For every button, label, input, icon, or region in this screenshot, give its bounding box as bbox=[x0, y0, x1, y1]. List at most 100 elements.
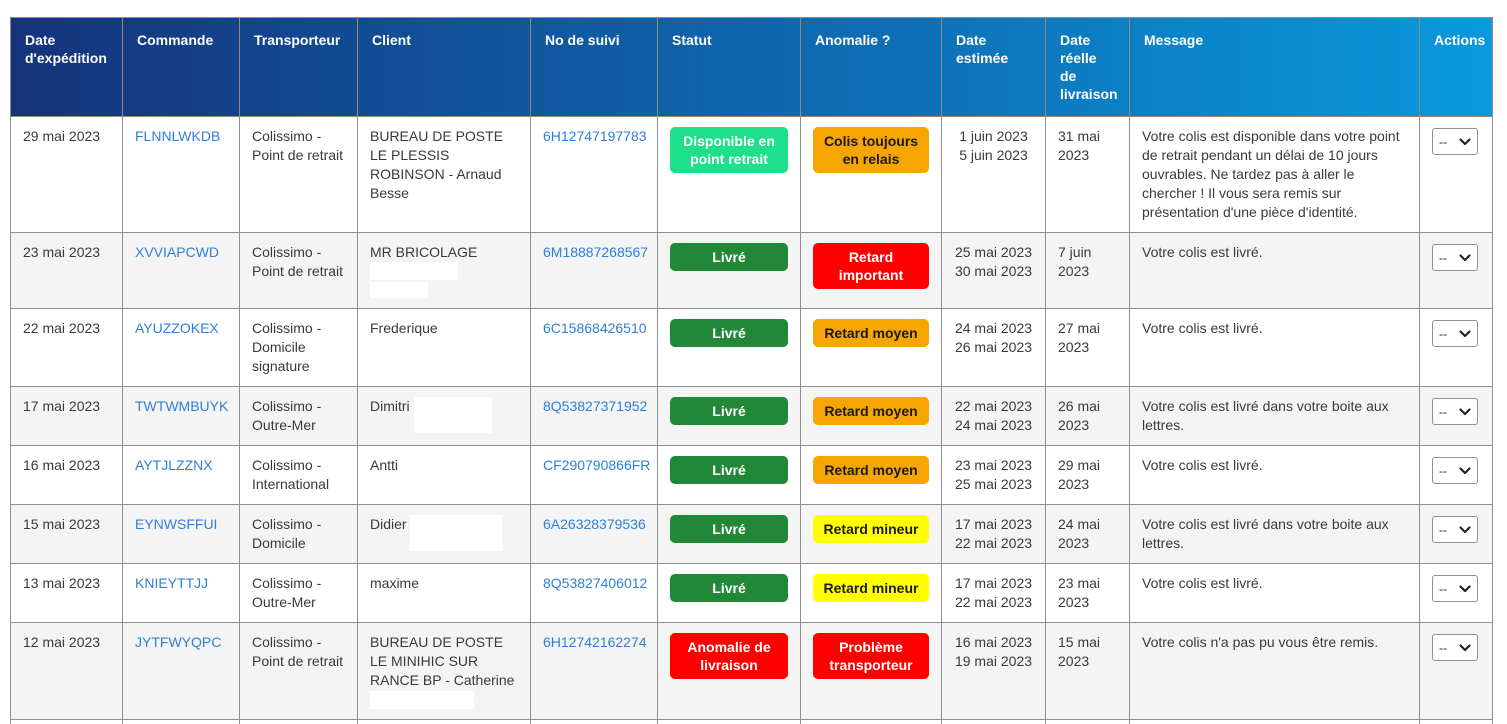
anomaly-badge: Retard important bbox=[813, 243, 929, 289]
redaction-box bbox=[410, 515, 502, 551]
cell-transporteur: Colissimo - Domicile signature bbox=[240, 309, 358, 387]
cell-actions: -- bbox=[1420, 446, 1493, 505]
cell-transporteur: Colissimo - Outre-Mer bbox=[240, 564, 358, 623]
tracking-link[interactable]: 8Q53827406012 bbox=[543, 575, 647, 591]
estimated-date-line: 23 mai 2023 bbox=[954, 456, 1033, 475]
estimated-date-line: 16 mai 2023 bbox=[954, 633, 1033, 652]
cell-transporteur: Colissimo - Point de retrait bbox=[240, 623, 358, 720]
cell-anomalie: Retard moyen bbox=[801, 309, 942, 387]
anomaly-badge: Colis toujours en relais bbox=[813, 127, 929, 173]
cell-commande: AYTJLZZNX bbox=[123, 446, 240, 505]
cell-transporteur: Colissimo - Point de retrait bbox=[240, 233, 358, 309]
col-header-anomalie: Anomalie ? bbox=[801, 18, 942, 117]
actions-select[interactable]: -- bbox=[1432, 457, 1478, 484]
cell-message: Votre colis est disponible dans votre po… bbox=[1130, 117, 1420, 233]
estimated-date-line: 19 mai 2023 bbox=[954, 652, 1033, 671]
cell-transporteur: Colissimo - International bbox=[240, 446, 358, 505]
actions-select[interactable]: -- bbox=[1432, 575, 1478, 602]
cell-anomalie: Retard mineur bbox=[801, 505, 942, 564]
cell-no-suivi: 6C15868426510 bbox=[531, 309, 658, 387]
order-link[interactable]: JYTFWYQPC bbox=[135, 634, 221, 650]
cell-date-expedition: 13 mai 2023 bbox=[11, 564, 123, 623]
cell-actions: -- bbox=[1420, 233, 1493, 309]
actions-select[interactable]: -- bbox=[1432, 244, 1478, 271]
order-link[interactable]: KNIEYTTJJ bbox=[135, 575, 208, 591]
tracking-link[interactable]: 6A26328379536 bbox=[543, 516, 646, 532]
estimated-date-line: 22 mai 2023 bbox=[954, 397, 1033, 416]
estimated-date-line: 30 mai 2023 bbox=[954, 262, 1033, 281]
actions-select[interactable]: -- bbox=[1432, 516, 1478, 543]
col-header-message: Message bbox=[1130, 18, 1420, 117]
chevron-down-icon bbox=[1459, 330, 1471, 338]
actions-select[interactable]: -- bbox=[1432, 128, 1478, 155]
order-link[interactable]: XVVIAPCWD bbox=[135, 244, 219, 260]
tracking-link[interactable]: 6H12742162274 bbox=[543, 634, 647, 650]
cell-statut: Livré bbox=[658, 505, 801, 564]
cell-message: Votre colis est livré. bbox=[1130, 233, 1420, 309]
cell-anomalie: Colis toujours en relais bbox=[801, 117, 942, 233]
cell-actions: -- bbox=[1420, 309, 1493, 387]
cell-message: Votre colis est livré dans votre boite a… bbox=[1130, 387, 1420, 446]
tracking-link[interactable]: 6H12747197783 bbox=[543, 128, 647, 144]
order-link[interactable]: AYTJLZZNX bbox=[135, 457, 213, 473]
cell-no-suivi: CF290790866FR bbox=[531, 446, 658, 505]
cell-statut: Disponible en point retrait bbox=[658, 117, 801, 233]
cell-date-expedition: 22 mai 2023 bbox=[11, 309, 123, 387]
partial-row-cell bbox=[1046, 720, 1130, 724]
cell-statut: Livré bbox=[658, 309, 801, 387]
cell-date-expedition: 23 mai 2023 bbox=[11, 233, 123, 309]
cell-client: Didier bbox=[358, 505, 531, 564]
estimated-date-line: 25 mai 2023 bbox=[954, 475, 1033, 494]
tracking-link[interactable]: 6C15868426510 bbox=[543, 320, 647, 336]
actions-select-value: -- bbox=[1439, 465, 1447, 477]
tracking-link[interactable]: 8Q53827371952 bbox=[543, 398, 647, 414]
actions-select[interactable]: -- bbox=[1432, 398, 1478, 425]
cell-commande: AYUZZOKEX bbox=[123, 309, 240, 387]
actions-select[interactable]: -- bbox=[1432, 320, 1478, 347]
tracking-link[interactable]: 6M18887268567 bbox=[543, 244, 648, 260]
table-row: 23 mai 2023 XVVIAPCWD Colissimo - Point de… bbox=[11, 233, 1493, 309]
cell-statut: Anomalie de livraison bbox=[658, 623, 801, 720]
tracking-link[interactable]: CF290790866FR bbox=[543, 457, 650, 473]
status-badge: Livré bbox=[670, 397, 788, 425]
client-name: Frederique bbox=[370, 320, 438, 336]
status-badge: Livré bbox=[670, 515, 788, 543]
cell-date-reelle: 24 mai 2023 bbox=[1046, 505, 1130, 564]
cell-date-expedition: 29 mai 2023 bbox=[11, 117, 123, 233]
status-badge: Anomalie de livraison bbox=[670, 633, 788, 679]
cell-no-suivi: 6M18887268567 bbox=[531, 233, 658, 309]
actions-select-value: -- bbox=[1439, 406, 1447, 418]
order-link[interactable]: EYNWSFFUI bbox=[135, 516, 217, 532]
cell-client: MR BRICOLAGE bbox=[358, 233, 531, 309]
order-link[interactable]: FLNNLWKDB bbox=[135, 128, 220, 144]
col-header-actions: Actions bbox=[1420, 18, 1493, 117]
partial-row-cell bbox=[358, 720, 531, 724]
actions-select-value: -- bbox=[1439, 583, 1447, 595]
order-link[interactable]: AYUZZOKEX bbox=[135, 320, 219, 336]
client-name: BUREAU DE POSTE LE PLESSIS ROBINSON - Ar… bbox=[370, 128, 503, 201]
actions-select-value: -- bbox=[1439, 252, 1447, 264]
partial-row-cell bbox=[11, 720, 123, 724]
col-header-date_expedition: Date d'expédition bbox=[11, 18, 123, 117]
order-link[interactable]: TWTWMBUYK bbox=[135, 398, 228, 414]
chevron-down-icon bbox=[1459, 644, 1471, 652]
redaction-box bbox=[370, 282, 428, 298]
estimated-date-line: 26 mai 2023 bbox=[954, 338, 1033, 357]
status-badge: Livré bbox=[670, 319, 788, 347]
chevron-down-icon bbox=[1459, 585, 1471, 593]
partial-row bbox=[11, 720, 1493, 724]
cell-actions: -- bbox=[1420, 505, 1493, 564]
chevron-down-icon bbox=[1459, 254, 1471, 262]
cell-actions: -- bbox=[1420, 623, 1493, 720]
anomaly-badge: Retard mineur bbox=[813, 574, 929, 602]
cell-client: maxime bbox=[358, 564, 531, 623]
anomaly-badge: Problème transporteur bbox=[813, 633, 929, 679]
actions-select[interactable]: -- bbox=[1432, 634, 1478, 661]
cell-date-reelle: 7 juin 2023 bbox=[1046, 233, 1130, 309]
